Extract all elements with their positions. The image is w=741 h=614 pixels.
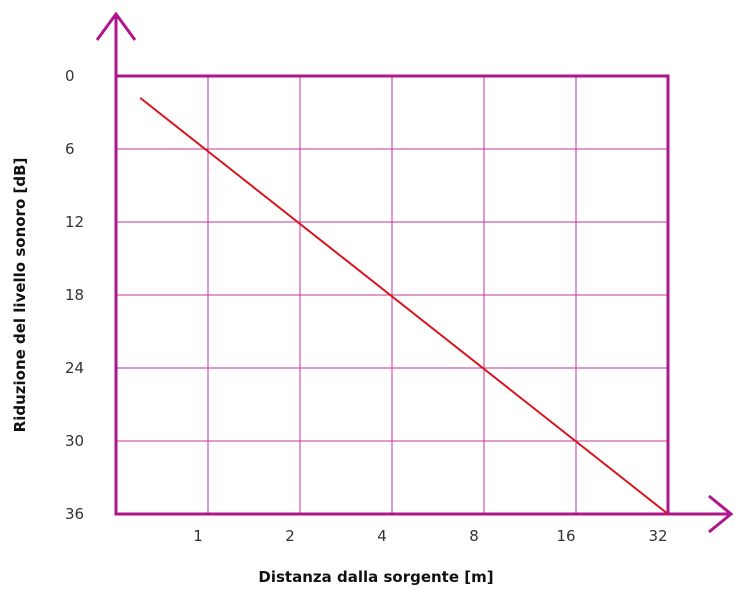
y-tick-label: 0 — [65, 67, 75, 85]
x-tick-label: 32 — [648, 527, 667, 545]
series-layer — [139, 97, 669, 515]
x-axis-label: Distanza dalla sorgente [m] — [258, 568, 493, 586]
y-tick-label: 30 — [65, 432, 84, 450]
x-axis-arrow — [708, 494, 734, 534]
x-tick-label: 16 — [556, 527, 575, 545]
x-tick-labels: 1 2 4 8 16 32 — [193, 527, 667, 545]
y-tick-label: 6 — [65, 140, 75, 158]
series-line — [139, 97, 669, 515]
x-tick-label: 2 — [285, 527, 295, 545]
y-tick-label: 24 — [65, 359, 84, 377]
x-tick-label: 1 — [193, 527, 203, 545]
y-axis-arrow — [95, 11, 137, 41]
x-tick-label: 4 — [377, 527, 387, 545]
y-tick-labels: 0 6 12 18 24 30 36 — [65, 67, 84, 523]
y-axis-label: Riduzione del livello sonoro [dB] — [11, 158, 29, 433]
x-tick-label: 8 — [469, 527, 479, 545]
y-tick-label: 18 — [65, 286, 84, 304]
axes — [95, 11, 734, 534]
y-tick-label: 12 — [65, 213, 84, 231]
y-tick-label: 36 — [65, 505, 84, 523]
